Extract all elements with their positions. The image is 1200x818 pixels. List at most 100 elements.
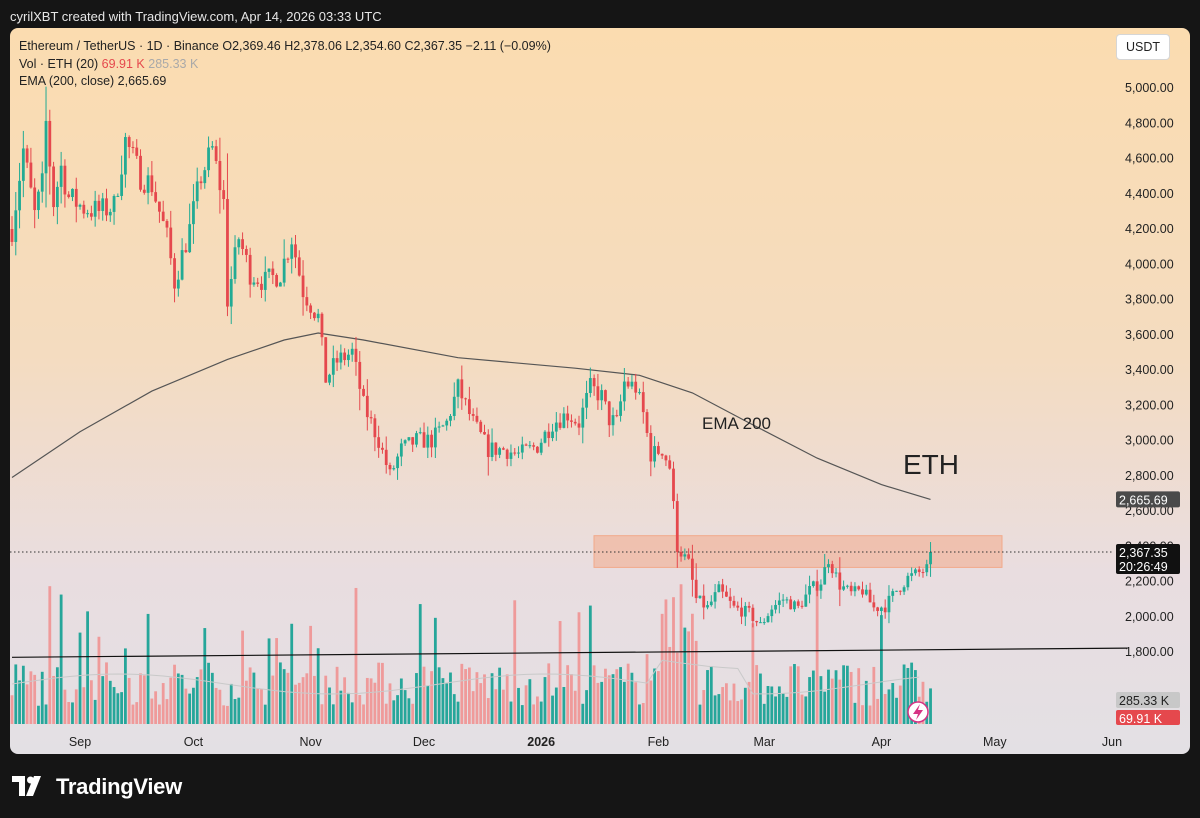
candle-body <box>108 211 112 216</box>
candle <box>823 554 827 585</box>
candle <box>683 548 687 561</box>
volume-bar <box>415 673 418 724</box>
candle <box>725 585 728 598</box>
candle-body <box>838 572 842 590</box>
volume-bar <box>622 681 626 724</box>
candle <box>607 400 611 438</box>
candle-body <box>358 361 362 389</box>
volume-bars <box>10 584 932 724</box>
volume-bar <box>294 684 297 724</box>
volume-bar <box>418 604 422 724</box>
candle-body <box>445 420 449 426</box>
candle <box>271 261 275 285</box>
candle-body <box>675 501 679 552</box>
volume-bar <box>358 695 362 724</box>
candle <box>158 201 161 223</box>
candle <box>335 350 339 372</box>
volume-bar <box>25 684 29 724</box>
volume-bar <box>297 682 301 724</box>
candle <box>199 176 203 190</box>
volume-bar <box>547 663 551 724</box>
candle <box>857 585 861 591</box>
volume-bar <box>286 672 290 724</box>
candle <box>672 461 675 509</box>
candle-body <box>845 585 849 587</box>
volume-bar <box>411 703 415 724</box>
candle <box>316 308 320 323</box>
volume-bar <box>502 689 505 724</box>
candle <box>63 159 67 208</box>
volume-bar <box>63 689 67 724</box>
candle-body <box>777 600 781 605</box>
candle-body <box>588 378 592 393</box>
volume-bar <box>849 671 853 724</box>
candle <box>751 604 755 628</box>
candle-body <box>528 445 532 447</box>
candle <box>505 448 509 467</box>
candle <box>142 184 146 195</box>
x-axis: Sep Oct Nov Dec 2026 Feb Mar Apr May Jun <box>69 735 1122 749</box>
candle <box>717 581 721 593</box>
candle-body <box>585 392 588 408</box>
y-tick-label: 4,200.00 <box>1125 222 1174 236</box>
volume-bar <box>184 688 188 724</box>
volume-ma-badge: 285.33 K <box>1116 692 1180 708</box>
volume-bar <box>517 687 520 724</box>
candle <box>173 253 176 303</box>
candle-body <box>887 595 891 613</box>
candle-body <box>804 594 808 607</box>
volume-bar <box>876 698 880 724</box>
candle <box>210 141 214 150</box>
currency-button[interactable]: USDT <box>1116 34 1170 60</box>
candle <box>256 277 260 287</box>
volume-bar <box>218 689 222 724</box>
candle-body <box>785 599 789 601</box>
volume-bar <box>910 662 914 724</box>
volume-bar <box>33 674 37 724</box>
candle-body <box>891 591 895 596</box>
candle <box>728 588 732 609</box>
candle <box>343 348 347 366</box>
volume-bar <box>766 686 770 724</box>
candle <box>21 130 25 198</box>
tradingview-wordmark: TradingView <box>56 774 182 799</box>
candle <box>536 446 539 454</box>
volume-bar <box>611 674 615 724</box>
volume-bar <box>203 628 207 724</box>
lightning-icon <box>907 701 929 723</box>
volume-bar <box>399 678 403 724</box>
candle <box>275 273 278 288</box>
candle-body <box>377 437 381 448</box>
volume-bar <box>777 686 781 724</box>
legend-ema-row: EMA (200, close) 2,665.69 <box>19 73 551 91</box>
candle-body <box>93 200 97 217</box>
volume-bar <box>135 702 139 724</box>
candle-body <box>52 166 55 208</box>
volume-bar <box>347 692 350 724</box>
candle-body <box>127 137 131 148</box>
candle-body <box>808 586 811 595</box>
candle-body <box>55 186 59 208</box>
volume-bar <box>313 675 316 724</box>
volume-bar <box>626 663 630 724</box>
candle <box>566 405 570 429</box>
candle-body <box>864 589 868 595</box>
y-tick-label: 3,200.00 <box>1125 398 1174 412</box>
volume-bar <box>377 662 381 724</box>
candle <box>78 203 82 210</box>
candle-body <box>282 258 286 283</box>
candle-body <box>834 572 838 574</box>
volume-bar <box>747 681 751 724</box>
candle <box>471 408 475 422</box>
candle <box>914 567 917 576</box>
candle-body <box>581 407 585 428</box>
candle <box>313 311 316 321</box>
candle <box>86 209 89 218</box>
candle-body <box>343 352 347 361</box>
volume-bar <box>256 688 260 724</box>
candle-body <box>188 224 192 253</box>
candle-body <box>237 239 241 248</box>
last-price-badge-text: 20:26:49 <box>1119 560 1168 574</box>
